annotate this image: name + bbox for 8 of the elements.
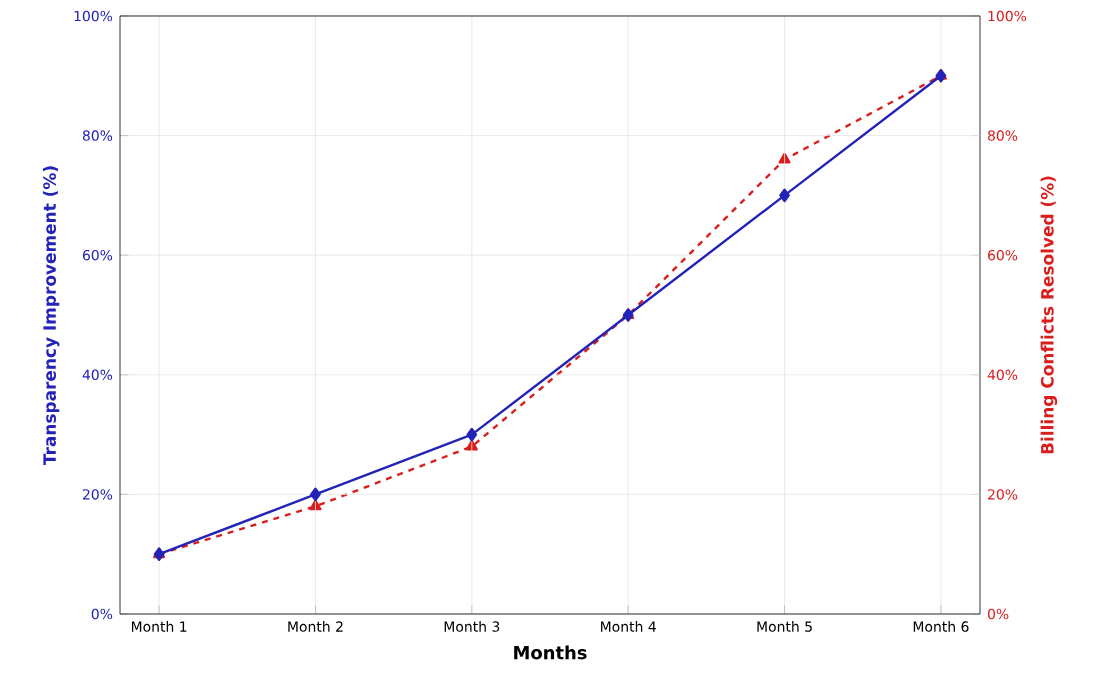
y2-axis-title: Billing Conflicts Resolved (%) [1040, 176, 1058, 454]
y-axis-title: Transparency Improvement (%) [42, 166, 60, 466]
point [778, 152, 791, 164]
point [779, 188, 790, 203]
point [310, 487, 321, 502]
x-axis-title: Months [514, 645, 587, 660]
point [466, 427, 478, 442]
point [465, 439, 478, 451]
